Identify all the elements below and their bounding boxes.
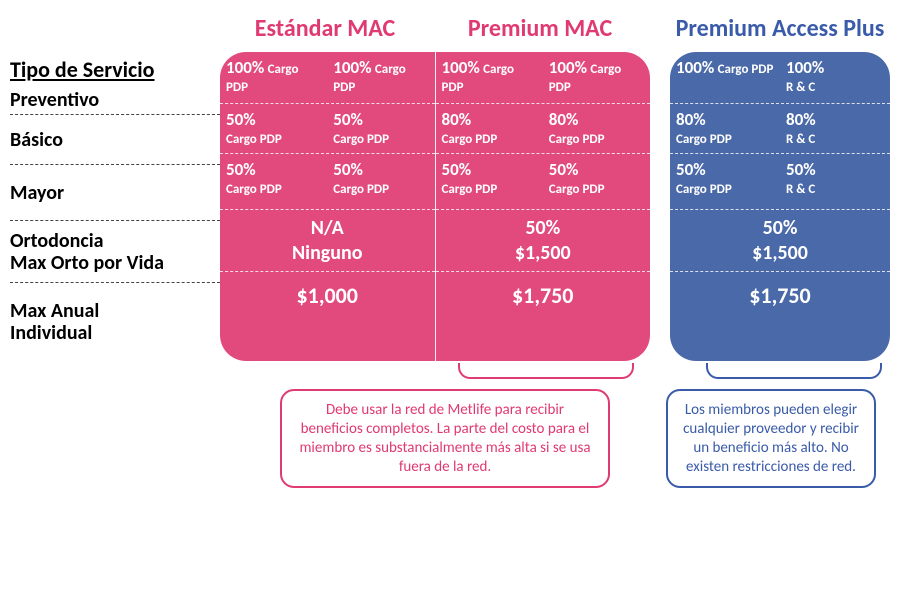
pink-card: 100% Cargo PDP 100% Cargo PDP 50%Cargo P… — [220, 52, 650, 361]
callout-blue: Los miembros pueden elegir cualquier pro… — [666, 389, 876, 488]
callout-pink: Debe usar la red de Metlife para recibir… — [280, 389, 610, 488]
comparison-table: Tipo de Servicio Preventivo Básico Mayor… — [10, 52, 900, 361]
row-label-max-anual: Max Anual Individual — [10, 283, 220, 361]
cell-prem-prev: 100% Cargo PDP 100% Cargo PDP — [436, 52, 651, 104]
plan-title-pap: Premium Access Plus — [670, 10, 890, 52]
blue-card: 100% Cargo PDP 100%R & C 80%Cargo PDP 80… — [670, 52, 890, 361]
cell-pap-prev: 100% Cargo PDP 100%R & C — [670, 52, 890, 104]
plan-title-premium: Premium MAC — [430, 10, 650, 52]
bracket-blue — [706, 363, 882, 379]
cell-pap-bas: 80%Cargo PDP 80%R & C — [670, 104, 890, 154]
callouts-row: Debe usar la red de Metlife para recibir… — [10, 389, 900, 488]
cell-std-prev: 100% Cargo PDP 100% Cargo PDP — [220, 52, 435, 104]
cell-pap-max: $1,750 — [670, 272, 890, 350]
row-labels: Tipo de Servicio Preventivo Básico Mayor… — [10, 52, 220, 361]
cell-prem-max: $1,750 — [436, 272, 651, 350]
cell-prem-orto: 50% $1,500 — [436, 210, 651, 272]
service-type-header: Tipo de Servicio — [10, 56, 220, 83]
row-label-basico: Básico — [10, 115, 220, 165]
plan-headers-row: Estándar MAC Premium MAC Premium Access … — [10, 10, 900, 52]
row-label-mayor: Mayor — [10, 165, 220, 221]
pap-column: 100% Cargo PDP 100%R & C 80%Cargo PDP 80… — [670, 52, 890, 361]
cell-std-max: $1,000 — [220, 272, 435, 350]
bracket-pink — [458, 363, 634, 379]
cell-std-bas: 50%Cargo PDP 50%Cargo PDP — [220, 104, 435, 154]
premium-column: 100% Cargo PDP 100% Cargo PDP 80%Cargo P… — [435, 52, 651, 361]
plan-title-standard: Estándar MAC — [220, 10, 430, 52]
cell-pap-may: 50%Cargo PDP 50%R & C — [670, 154, 890, 210]
cell-std-orto: N/A Ninguno — [220, 210, 435, 272]
cell-prem-bas: 80%Cargo PDP 80%Cargo PDP — [436, 104, 651, 154]
cell-std-may: 50%Cargo PDP 50%Cargo PDP — [220, 154, 435, 210]
brackets-row — [10, 363, 900, 379]
row-label-preventivo: Preventivo — [10, 85, 220, 115]
standard-column: 100% Cargo PDP 100% Cargo PDP 50%Cargo P… — [220, 52, 435, 361]
cell-prem-may: 50%Cargo PDP 50%Cargo PDP — [436, 154, 651, 210]
comparison-infographic: Estándar MAC Premium MAC Premium Access … — [10, 10, 900, 488]
row-label-ortodoncia: Ortodoncia Max Orto por Vida — [10, 221, 220, 283]
cell-pap-orto: 50% $1,500 — [670, 210, 890, 272]
